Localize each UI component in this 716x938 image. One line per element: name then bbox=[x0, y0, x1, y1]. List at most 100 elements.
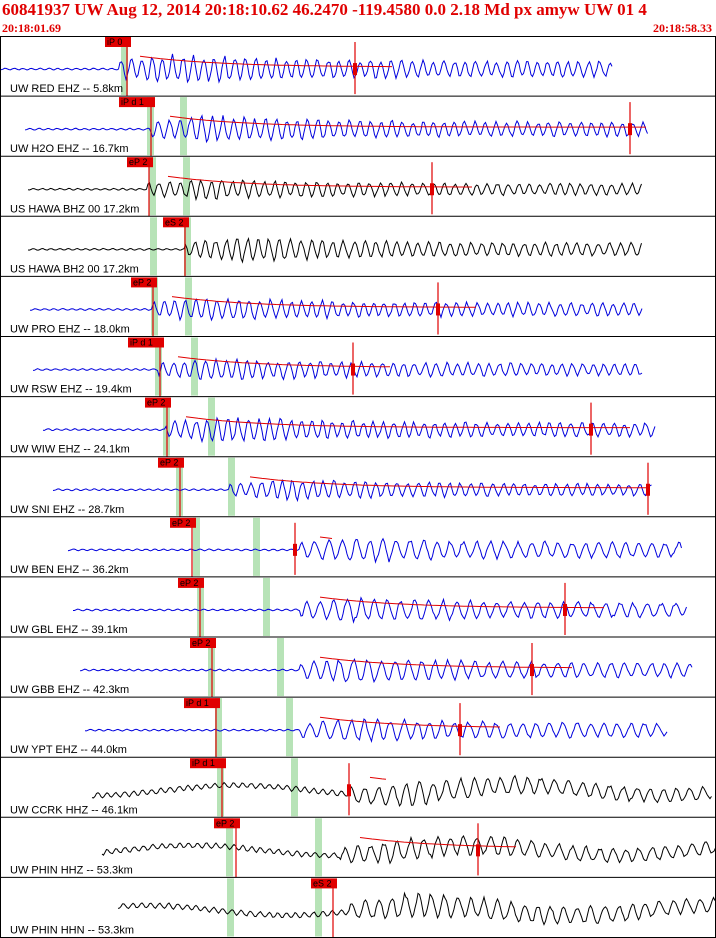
coda-end-tick bbox=[476, 844, 480, 857]
s-window-band bbox=[208, 397, 215, 456]
coda-end-tick bbox=[530, 664, 534, 677]
trace-row: iP d 1 UW CCRK HHZ -- 46.1km bbox=[0, 758, 716, 818]
trace-row: eP 2 UW PRO EHZ -- 18.0km bbox=[0, 277, 716, 337]
waveform bbox=[91, 774, 712, 808]
phase-pick-box bbox=[311, 878, 337, 889]
phase-pick-label: iP d 1 bbox=[186, 698, 209, 708]
station-label: UW RSW EHZ -- 19.4km bbox=[10, 384, 132, 396]
s-window-band bbox=[253, 517, 260, 576]
s-window-band bbox=[315, 878, 322, 937]
phase-pick-label: iP d 1 bbox=[192, 758, 215, 768]
phase-pick-box bbox=[128, 337, 164, 348]
trace-row: iP 0 UW RED EHZ -- 5.8km bbox=[0, 37, 716, 97]
coda-decay-curve bbox=[139, 55, 392, 68]
s-window-band bbox=[286, 698, 293, 757]
s-window-band bbox=[315, 818, 322, 877]
coda-decay-curve bbox=[319, 656, 572, 669]
phase-pick-box bbox=[190, 638, 216, 648]
waveform bbox=[101, 835, 716, 865]
coda-decay-curve bbox=[167, 175, 472, 188]
station-label: UW YPT EHZ -- 44.0km bbox=[10, 744, 127, 756]
panel-frame bbox=[0, 36, 716, 938]
phase-pick-label: iP d 1 bbox=[121, 97, 144, 107]
coda-end-tick bbox=[351, 363, 355, 376]
trace-row: eP 2 UW GBB EHZ -- 42.3km bbox=[0, 638, 716, 698]
p-window-band bbox=[193, 517, 200, 576]
trace-row: eP 2 UW GBL EHZ -- 39.1km bbox=[0, 577, 716, 638]
station-label: UW PHIN HHN -- 53.3km bbox=[10, 925, 134, 937]
coda-decay-curve bbox=[319, 596, 604, 609]
event-title: 60841937 UW Aug 12, 2014 20:18:10.62 46.… bbox=[2, 0, 647, 19]
p-window-band bbox=[215, 698, 222, 757]
coda-end-tick bbox=[646, 483, 650, 496]
phase-pick-box bbox=[190, 758, 226, 769]
phase-pick-box bbox=[170, 517, 196, 528]
station-label: US HAWA BH2 00 17.2km bbox=[10, 263, 139, 275]
phase-pick-box bbox=[214, 818, 240, 829]
phase-pick-label: eP 2 bbox=[216, 818, 234, 828]
coda-decay-curve bbox=[171, 296, 476, 308]
p-window-band bbox=[149, 157, 156, 216]
trace-row: eP 2 UW SNI EHZ -- 28.7km bbox=[0, 457, 716, 518]
station-label: UW PHIN HHZ -- 53.3km bbox=[10, 864, 133, 876]
coda-end-tick bbox=[347, 784, 351, 797]
phase-pick-box bbox=[145, 397, 171, 408]
waveform bbox=[27, 237, 642, 264]
trace-row: eP 2 UW BEN EHZ -- 36.2km bbox=[0, 517, 716, 578]
station-label: UW PRO EHZ -- 18.0km bbox=[10, 324, 130, 336]
start-time: 20:18:01.69 bbox=[2, 21, 61, 35]
coda-decay-curve bbox=[249, 476, 650, 489]
coda-decay-curve bbox=[185, 416, 630, 429]
phase-pick-label: iP d 1 bbox=[130, 338, 153, 348]
station-label: UW RED EHZ -- 5.8km bbox=[10, 83, 123, 95]
s-window-band bbox=[263, 577, 270, 636]
trace-row: eP 2 UW PHIN HHZ -- 53.3km bbox=[0, 818, 716, 878]
phase-pick-box bbox=[163, 217, 189, 228]
p-window-band bbox=[155, 337, 162, 396]
phase-pick-box bbox=[131, 277, 157, 288]
trace-row: eP 2 UW WIW EHZ -- 24.1km bbox=[0, 397, 716, 458]
s-window-band bbox=[185, 277, 192, 336]
phase-pick-label: eP 2 bbox=[192, 638, 210, 648]
phase-pick-box bbox=[184, 698, 220, 709]
p-window-band bbox=[226, 818, 233, 877]
coda-decay-curve bbox=[319, 716, 501, 728]
coda-end-tick bbox=[430, 183, 434, 196]
station-label: UW WIW EHZ -- 24.1km bbox=[10, 444, 130, 456]
coda-end-tick bbox=[589, 423, 593, 436]
waveform bbox=[24, 114, 648, 144]
s-window-band bbox=[183, 157, 190, 216]
end-time: 20:18:58.33 bbox=[653, 21, 712, 35]
phase-pick-label: eP 2 bbox=[172, 518, 190, 528]
waveform bbox=[79, 658, 693, 684]
s-window-band bbox=[277, 638, 284, 697]
p-window-band bbox=[227, 878, 234, 937]
station-label: US HAWA BHZ 00 17.2km bbox=[10, 203, 139, 215]
trace-row: iP d 1 UW YPT EHZ -- 44.0km bbox=[0, 698, 716, 758]
trace-row: eS 2 US HAWA BH2 00 17.2km bbox=[0, 217, 716, 277]
s-window-band bbox=[191, 337, 198, 396]
trace-row: eS 2 UW PHIN HHN -- 53.3km bbox=[0, 878, 716, 938]
coda-end-tick bbox=[563, 603, 567, 616]
trace-row: iP d 1 UW H2O EHZ -- 16.7km bbox=[0, 97, 716, 157]
waveform bbox=[32, 357, 643, 381]
trace-row: eP 2 US HAWA BHZ 00 17.2km bbox=[0, 157, 716, 217]
phase-pick-box bbox=[127, 157, 153, 168]
coda-end-tick bbox=[458, 724, 462, 737]
waveform bbox=[27, 178, 642, 202]
coda-end-tick bbox=[293, 543, 297, 556]
phase-pick-label: iP 0 bbox=[107, 37, 122, 47]
phase-pick-box bbox=[119, 97, 155, 108]
phase-pick-box bbox=[178, 577, 204, 588]
trace-row: iP d 1 UW RSW EHZ -- 19.4km bbox=[0, 337, 716, 398]
coda-end-tick bbox=[628, 123, 632, 136]
station-label: UW H2O EHZ -- 16.7km bbox=[10, 143, 129, 155]
s-window-band bbox=[184, 217, 191, 276]
phase-pick-label: eS 2 bbox=[313, 878, 332, 888]
waveform bbox=[117, 891, 716, 926]
waveform bbox=[0, 53, 613, 84]
waveform bbox=[67, 537, 682, 564]
waveform bbox=[30, 297, 643, 322]
coda-decay-curve bbox=[169, 115, 646, 128]
waveform bbox=[52, 479, 652, 503]
